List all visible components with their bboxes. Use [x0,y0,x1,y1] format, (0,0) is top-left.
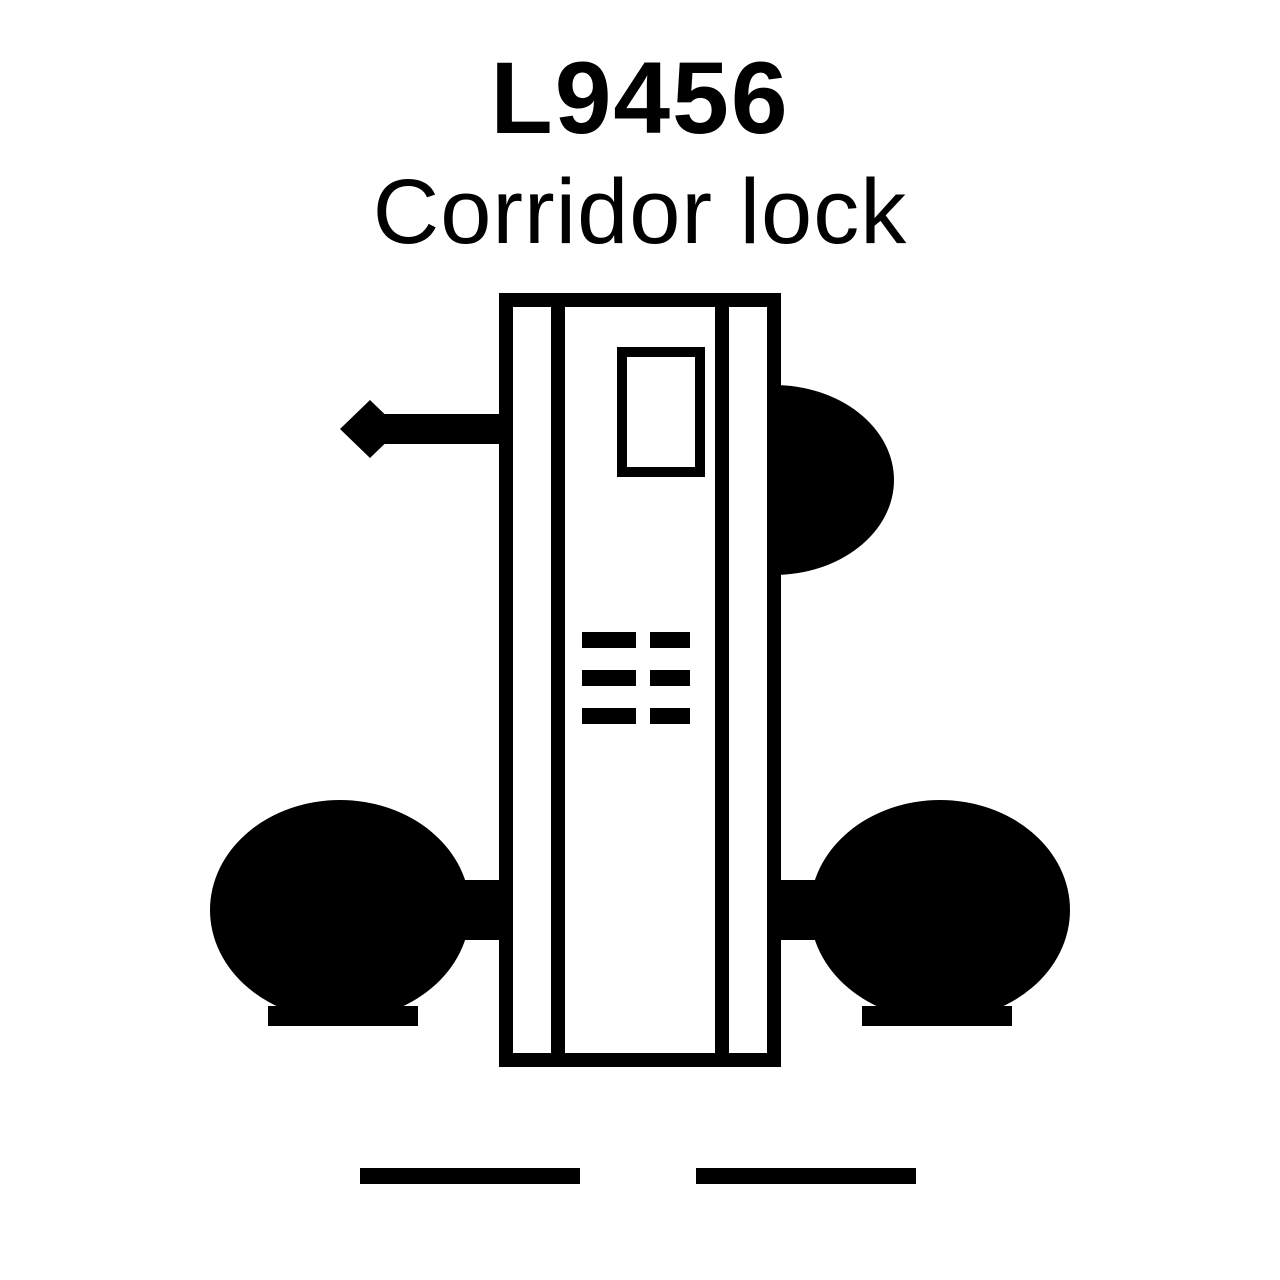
model-name: Corridor lock [0,160,1280,265]
thumbturn-head-icon [340,400,400,458]
left-knob-base [268,1006,418,1026]
latch-mark [650,670,690,686]
latch-mark [650,632,690,648]
model-number: L9456 [0,40,1280,157]
left-knob-icon [210,800,470,1020]
latch-mark [650,708,690,724]
floor-mark-right [696,1168,916,1184]
right-knob-icon [810,800,1070,1020]
cylinder-slot [622,352,700,472]
latch-mark [582,670,636,686]
latch-mark [582,708,636,724]
right-knob-base [862,1006,1012,1026]
latch-mark [582,632,636,648]
lock-diagram-container: { "header": { "model_number": "L9456", "… [0,0,1280,1280]
floor-mark-left [360,1168,580,1184]
